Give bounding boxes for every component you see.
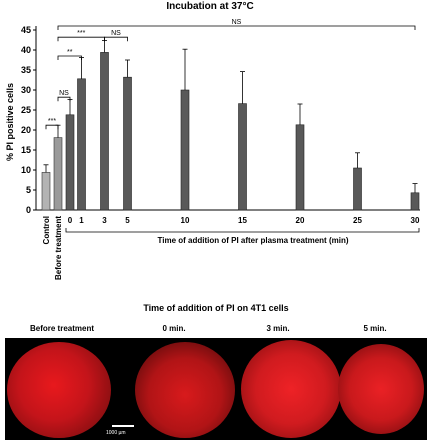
panel-label-5-min: 5 min.: [363, 324, 387, 333]
bar-t0: [65, 114, 75, 211]
panel-label-3-min: 3 min.: [266, 324, 290, 333]
chart-title: Incubation at 37°C: [166, 1, 253, 12]
sig-before-vs-t0-label: NS: [59, 90, 69, 97]
sig-before-vs-t3: [57, 36, 105, 42]
figure-caption: Time of addition of PI on 4T1 cells: [143, 303, 289, 313]
scale-bar-label: 1000 µm: [106, 430, 126, 436]
y-tick-label: 45: [21, 25, 31, 35]
y-tick-label: 25: [21, 105, 31, 115]
sig-before-vs-t0: [57, 96, 71, 102]
x-tick-label: 5: [125, 216, 130, 225]
panel-label-before-treatment: Before treatment: [29, 324, 94, 333]
dish-image-5-min: [338, 344, 424, 434]
bar-t3: [100, 52, 109, 211]
time-axis-bracket: [65, 228, 420, 233]
y-tick-label: 40: [21, 45, 31, 55]
y-tick-label: 20: [21, 125, 31, 135]
dish-image-0-min: [135, 342, 235, 438]
bar-before-treatment: [53, 137, 63, 211]
sig-control-vs-before-label: ***: [48, 118, 56, 125]
x-tick-label: 15: [238, 216, 247, 225]
x-tick-label: 0: [68, 216, 73, 225]
bar-t1: [77, 78, 86, 211]
sig-t3-vs-t5: [104, 36, 128, 42]
x-tick-label: 1: [79, 216, 84, 225]
x-tick-label: 30: [411, 216, 420, 225]
y-axis-label: % PI positive cells: [5, 83, 15, 161]
bar-t30: [410, 192, 420, 211]
y-tick-label: 35: [21, 65, 31, 75]
y-tick-label: 15: [21, 145, 31, 155]
y-tick-label: 30: [21, 85, 31, 95]
panel-label-0-min: 0 min.: [162, 324, 186, 333]
y-tick-label: 10: [21, 165, 31, 175]
x-tick-label: 3: [102, 216, 107, 225]
y-tick-label: 5: [26, 185, 31, 195]
dish-image-before-treatment: [7, 342, 111, 438]
scale-bar: [112, 425, 134, 427]
bar-t10: [180, 89, 190, 211]
sig-t3-vs-t5-label: NS: [111, 30, 121, 37]
sig-before-vs-t1: [57, 55, 82, 60]
sig-control-vs-before: [45, 124, 59, 130]
bar-chart: Incubation at 37°C % PI positive cells T…: [5, 1, 420, 280]
bar-control: [41, 172, 51, 211]
bar-t25: [353, 167, 362, 211]
x-tick-label: 10: [181, 216, 190, 225]
bar-control-label: Control: [42, 216, 51, 244]
sig-before-vs-t30: [57, 25, 416, 30]
x-axis-label: Time of addition of PI after plasma trea…: [158, 236, 349, 245]
sig-before-vs-t1-label: **: [67, 49, 73, 56]
microscopy-strip: [5, 338, 427, 440]
x-tick-label: 25: [353, 216, 362, 225]
sig-before-vs-t30-label: NS: [232, 19, 242, 26]
dish-image-3-min: [241, 340, 341, 438]
bar-before-treatment-label: Before treatment: [54, 216, 63, 280]
sig-before-vs-t3-label: ***: [77, 30, 85, 37]
bar-t20: [295, 124, 305, 211]
y-tick-label: 0: [26, 205, 31, 215]
bar-t5: [123, 76, 132, 211]
x-tick-label: 20: [296, 216, 305, 225]
bar-t15: [238, 103, 247, 211]
